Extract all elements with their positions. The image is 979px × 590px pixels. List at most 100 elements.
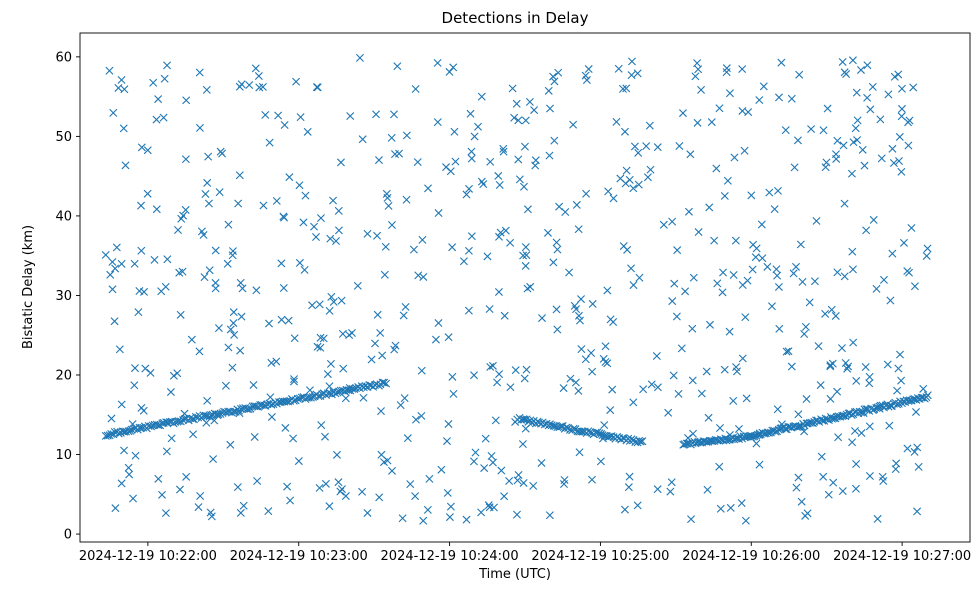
data-point (326, 234, 335, 243)
data-point (323, 370, 332, 379)
data-point (841, 359, 850, 368)
data-point (787, 94, 796, 103)
data-point (334, 206, 343, 215)
data-point (117, 75, 126, 84)
data-point (506, 238, 515, 247)
data-point (800, 427, 809, 436)
data-point (718, 288, 727, 297)
data-point (175, 268, 184, 277)
data-point (784, 347, 793, 356)
data-point (723, 435, 732, 444)
data-point (772, 265, 781, 274)
data-point (838, 487, 847, 496)
data-point (856, 65, 865, 74)
data-point (495, 181, 504, 190)
data-point (697, 389, 706, 398)
data-point (669, 371, 678, 380)
data-point (289, 434, 298, 443)
data-point (577, 295, 585, 304)
data-point (495, 232, 504, 241)
data-point (130, 381, 139, 390)
data-point (381, 242, 390, 251)
data-point (359, 393, 368, 402)
data-point (373, 310, 382, 319)
data-point (627, 71, 636, 80)
data-point (705, 320, 714, 329)
data-point (619, 242, 628, 251)
data-point (821, 163, 830, 172)
data-point (403, 434, 412, 443)
data-point (826, 362, 835, 371)
data-point (577, 345, 586, 354)
data-point (897, 376, 906, 385)
data-point (643, 173, 652, 182)
data-point (860, 161, 869, 170)
data-point (729, 396, 738, 405)
data-point (629, 184, 638, 193)
data-point (445, 67, 454, 76)
data-point (402, 131, 411, 140)
data-point (858, 145, 867, 154)
data-point (419, 272, 428, 281)
data-point (673, 246, 682, 255)
data-point (852, 376, 861, 385)
data-point (470, 371, 479, 380)
data-point (511, 366, 520, 375)
data-point (264, 507, 273, 516)
data-point (471, 448, 480, 457)
data-point (801, 322, 810, 331)
data-point (552, 238, 561, 247)
data-point (326, 359, 335, 368)
data-point (693, 59, 702, 68)
data-point (684, 207, 693, 216)
data-point (831, 311, 840, 320)
data-point (107, 414, 116, 423)
data-point (603, 286, 612, 295)
data-point (738, 106, 747, 115)
data-point (731, 236, 740, 245)
data-point (467, 154, 476, 163)
data-point (253, 477, 262, 485)
data-point (608, 385, 617, 394)
data-point (451, 157, 460, 166)
data-point (668, 217, 677, 226)
data-point (866, 105, 875, 114)
data-point (283, 482, 292, 491)
y-tick-label: 60 (55, 50, 72, 65)
data-point (865, 372, 874, 381)
data-point (807, 418, 816, 427)
data-point (474, 122, 482, 131)
data-point (897, 84, 906, 93)
data-point (300, 265, 309, 274)
data-point (286, 496, 295, 505)
data-point (114, 429, 123, 438)
data-point (550, 136, 559, 145)
data-point (310, 222, 319, 231)
data-point (838, 57, 847, 66)
data-point (572, 305, 581, 314)
data-point (796, 240, 805, 249)
data-point (233, 483, 242, 492)
data-point (566, 374, 575, 383)
data-point (675, 141, 684, 150)
data-point (181, 205, 190, 214)
data-point (523, 284, 532, 293)
data-point (888, 144, 897, 153)
data-point (738, 281, 747, 289)
data-point (319, 334, 328, 343)
x-tick-label: 2024-12-19 10:23:00 (230, 549, 368, 564)
data-point (861, 362, 870, 371)
data-point (316, 333, 325, 342)
data-point (636, 437, 645, 446)
data-point (500, 492, 509, 501)
data-point (334, 226, 343, 235)
data-point (259, 201, 268, 210)
data-point (388, 466, 397, 475)
data-point (484, 501, 493, 510)
data-point (315, 300, 324, 309)
data-point (296, 113, 305, 122)
data-point (202, 85, 211, 94)
data-point (374, 156, 383, 165)
data-point (376, 407, 385, 416)
data-point (466, 109, 475, 118)
